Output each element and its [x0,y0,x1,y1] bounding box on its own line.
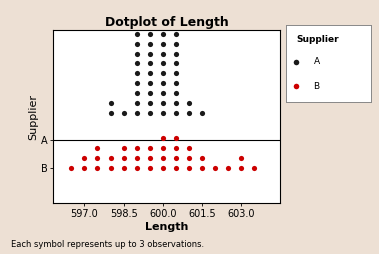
Point [173,146,179,150]
Point [160,111,166,115]
Point [121,111,127,115]
Point [160,12,166,16]
Point [186,101,192,105]
Point [108,166,114,170]
Point [251,166,257,170]
Point [121,156,127,160]
Point [147,71,153,75]
Point [186,146,192,150]
Point [147,91,153,95]
Point [147,101,153,105]
Point [199,156,205,160]
Point [173,61,179,66]
Point [173,32,179,36]
Text: Supplier: Supplier [296,35,339,43]
Point [121,166,127,170]
Point [147,81,153,85]
Point [94,146,100,150]
Point [293,60,299,64]
Text: B: B [313,82,319,91]
Point [173,81,179,85]
Point [147,156,153,160]
Point [238,156,244,160]
Point [134,52,140,56]
Point [134,166,140,170]
Point [147,22,153,26]
Point [199,111,205,115]
Point [134,91,140,95]
Point [173,91,179,95]
Point [134,71,140,75]
Point [212,166,218,170]
Point [160,42,166,46]
Point [173,166,179,170]
Point [94,166,100,170]
Point [160,156,166,160]
Point [186,111,192,115]
Point [108,101,114,105]
Point [160,166,166,170]
Point [147,146,153,150]
Point [147,32,153,36]
Point [134,32,140,36]
Point [160,61,166,66]
Point [134,146,140,150]
Point [160,32,166,36]
X-axis label: Length: Length [145,221,188,232]
Point [199,166,205,170]
Point [134,81,140,85]
Point [94,156,100,160]
Text: Each symbol represents up to 3 observations.: Each symbol represents up to 3 observati… [11,240,205,249]
Point [134,156,140,160]
Y-axis label: Supplier: Supplier [28,94,38,140]
Point [173,136,179,140]
Point [147,61,153,66]
Point [173,156,179,160]
Point [186,166,192,170]
Point [160,71,166,75]
Point [225,166,231,170]
Point [173,101,179,105]
Point [147,52,153,56]
Point [108,156,114,160]
Point [160,2,166,6]
Point [147,166,153,170]
Point [81,156,88,160]
Point [121,146,127,150]
Title: Dotplot of Length: Dotplot of Length [105,16,229,29]
Point [173,111,179,115]
Text: A: A [313,57,319,67]
Point [108,111,114,115]
Point [160,101,166,105]
Point [134,111,140,115]
Point [134,61,140,66]
Point [238,166,244,170]
Point [68,166,74,170]
Point [134,101,140,105]
Point [173,42,179,46]
Point [147,12,153,16]
Point [81,166,88,170]
Point [147,111,153,115]
Point [186,156,192,160]
Point [147,42,153,46]
Point [160,146,166,150]
Point [160,22,166,26]
Point [160,81,166,85]
Point [160,52,166,56]
Point [293,84,299,88]
Point [134,42,140,46]
Point [160,91,166,95]
Point [173,71,179,75]
Point [173,52,179,56]
Point [160,136,166,140]
